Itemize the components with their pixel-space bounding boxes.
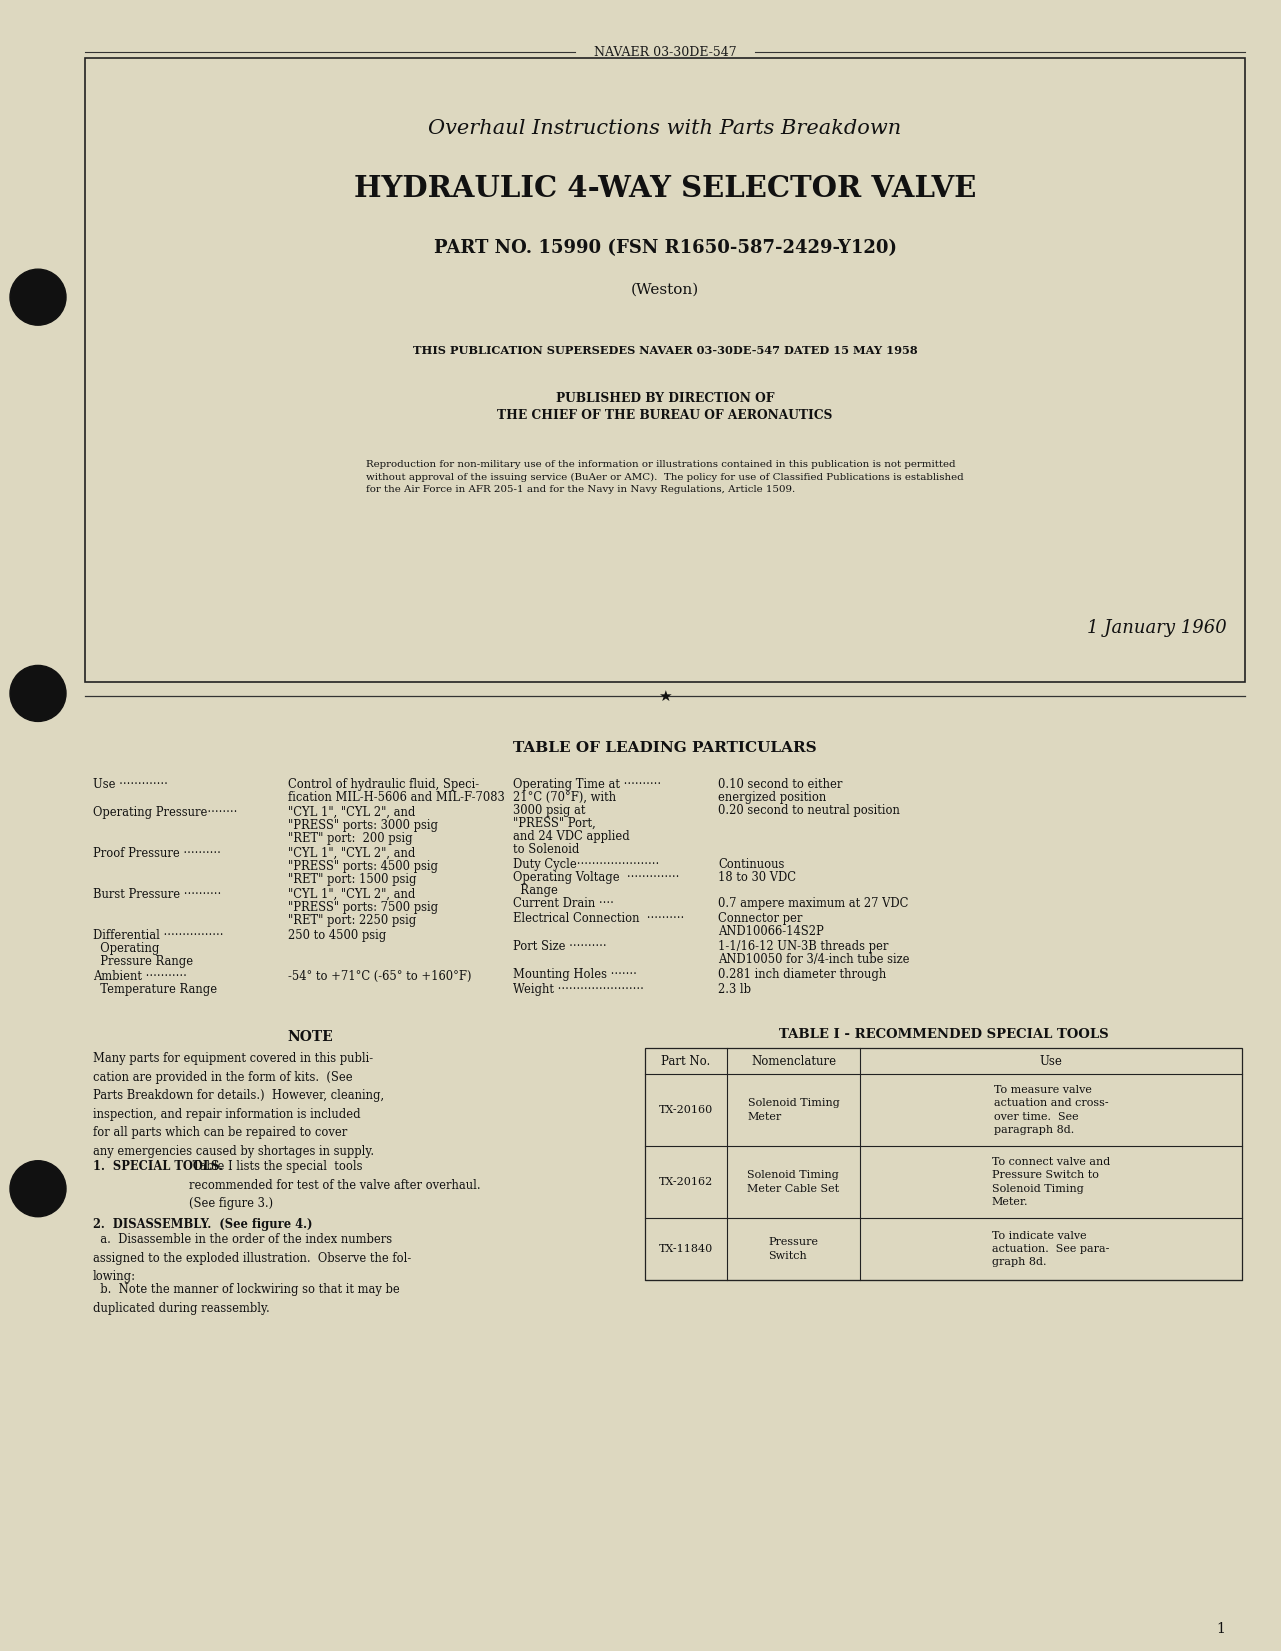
Text: (Weston): (Weston) — [630, 282, 699, 297]
Text: and 24 VDC applied: and 24 VDC applied — [512, 830, 630, 844]
Text: 2.  DISASSEMBLY.  (See figure 4.): 2. DISASSEMBLY. (See figure 4.) — [94, 1218, 313, 1232]
Text: 1: 1 — [1216, 1621, 1225, 1636]
Text: Solenoid Timing
Meter Cable Set: Solenoid Timing Meter Cable Set — [747, 1171, 839, 1194]
Text: 0.7 ampere maximum at 27 VDC: 0.7 ampere maximum at 27 VDC — [717, 896, 908, 910]
Text: Overhaul Instructions with Parts Breakdown: Overhaul Instructions with Parts Breakdo… — [428, 119, 902, 137]
Text: Temperature Range: Temperature Range — [94, 982, 216, 996]
Text: TABLE I - RECOMMENDED SPECIAL TOOLS: TABLE I - RECOMMENDED SPECIAL TOOLS — [779, 1029, 1108, 1042]
Text: Pressure
Switch: Pressure Switch — [769, 1237, 819, 1261]
Text: 21°C (70°F), with: 21°C (70°F), with — [512, 791, 616, 804]
Text: 250 to 4500 psig: 250 to 4500 psig — [288, 930, 387, 943]
Text: AND10050 for 3/4-inch tube size: AND10050 for 3/4-inch tube size — [717, 953, 910, 966]
Text: THIS PUBLICATION SUPERSEDES NAVAER 03-30DE-547 DATED 15 MAY 1958: THIS PUBLICATION SUPERSEDES NAVAER 03-30… — [412, 345, 917, 355]
Text: To connect valve and
Pressure Switch to
Solenoid Timing
Meter.: To connect valve and Pressure Switch to … — [991, 1157, 1111, 1207]
Text: Continuous: Continuous — [717, 859, 784, 872]
Text: Mounting Holes ·······: Mounting Holes ······· — [512, 967, 637, 981]
Text: TX-20160: TX-20160 — [658, 1105, 714, 1114]
Text: AND10066-14S2P: AND10066-14S2P — [717, 925, 824, 938]
Text: to Solenoid: to Solenoid — [512, 844, 579, 855]
Text: TX-20162: TX-20162 — [658, 1177, 714, 1187]
Text: 1.  SPECIAL TOOLS.: 1. SPECIAL TOOLS. — [94, 1161, 223, 1172]
Text: Operating Time at ··········: Operating Time at ·········· — [512, 778, 661, 791]
Text: To indicate valve
actuation.  See para-
graph 8d.: To indicate valve actuation. See para- g… — [993, 1230, 1109, 1268]
Text: NAVAER 03-30DE-547: NAVAER 03-30DE-547 — [593, 46, 737, 58]
Text: a.  Disassemble in the order of the index numbers
assigned to the exploded illus: a. Disassemble in the order of the index… — [94, 1233, 411, 1283]
Text: Operating Pressure········: Operating Pressure········ — [94, 806, 237, 819]
Text: Proof Pressure ··········: Proof Pressure ·········· — [94, 847, 220, 860]
Text: 1-1/16-12 UN-3B threads per: 1-1/16-12 UN-3B threads per — [717, 939, 889, 953]
Text: 0.10 second to either: 0.10 second to either — [717, 778, 843, 791]
Text: "PRESS" ports: 3000 psig: "PRESS" ports: 3000 psig — [288, 819, 438, 832]
Text: Connector per: Connector per — [717, 911, 802, 925]
Text: THE CHIEF OF THE BUREAU OF AERONAUTICS: THE CHIEF OF THE BUREAU OF AERONAUTICS — [497, 408, 833, 421]
Text: "PRESS" ports: 4500 psig: "PRESS" ports: 4500 psig — [288, 860, 438, 873]
Text: Table I lists the special  tools
recommended for test of the valve after overhau: Table I lists the special tools recommen… — [190, 1161, 480, 1210]
Text: "PRESS" ports: 7500 psig: "PRESS" ports: 7500 psig — [288, 901, 438, 915]
Text: "RET" port: 2250 psig: "RET" port: 2250 psig — [288, 915, 416, 926]
Circle shape — [10, 665, 67, 721]
Text: "CYL 1", "CYL 2", and: "CYL 1", "CYL 2", and — [288, 888, 415, 901]
Text: "RET" port:  200 psig: "RET" port: 200 psig — [288, 832, 412, 845]
Text: 18 to 30 VDC: 18 to 30 VDC — [717, 872, 796, 883]
Text: Use: Use — [1040, 1055, 1062, 1068]
Text: TX-11840: TX-11840 — [658, 1243, 714, 1255]
Text: Operating Voltage  ··············: Operating Voltage ·············· — [512, 872, 679, 883]
Text: "CYL 1", "CYL 2", and: "CYL 1", "CYL 2", and — [288, 847, 415, 860]
Text: Control of hydraulic fluid, Speci-: Control of hydraulic fluid, Speci- — [288, 778, 479, 791]
Text: Nomenclature: Nomenclature — [751, 1055, 836, 1068]
Text: Electrical Connection  ··········: Electrical Connection ·········· — [512, 911, 684, 925]
Text: ★: ★ — [658, 688, 671, 703]
Bar — [85, 58, 1245, 682]
Text: 1 January 1960: 1 January 1960 — [1088, 619, 1227, 637]
Circle shape — [10, 269, 67, 325]
Text: Operating: Operating — [94, 943, 159, 954]
Text: PART NO. 15990 (FSN R1650-587-2429-Y120): PART NO. 15990 (FSN R1650-587-2429-Y120) — [433, 239, 897, 258]
Text: Reproduction for non-military use of the information or illustrations contained : Reproduction for non-military use of the… — [366, 461, 963, 494]
Bar — [646, 1048, 1243, 1280]
Text: -54° to +71°C (-65° to +160°F): -54° to +71°C (-65° to +160°F) — [288, 971, 471, 982]
Text: Use ·············: Use ············· — [94, 778, 168, 791]
Text: "RET" port: 1500 psig: "RET" port: 1500 psig — [288, 873, 416, 887]
Text: Burst Pressure ··········: Burst Pressure ·········· — [94, 888, 222, 901]
Text: 0.20 second to neutral position: 0.20 second to neutral position — [717, 804, 899, 817]
Text: b.  Note the manner of lockwiring so that it may be
duplicated during reassembly: b. Note the manner of lockwiring so that… — [94, 1283, 400, 1314]
Text: 2.3 lb: 2.3 lb — [717, 982, 751, 996]
Text: Solenoid Timing
Meter: Solenoid Timing Meter — [748, 1098, 839, 1121]
Text: Ambient ···········: Ambient ··········· — [94, 971, 187, 982]
Text: "CYL 1", "CYL 2", and: "CYL 1", "CYL 2", and — [288, 806, 415, 819]
Text: Port Size ··········: Port Size ·········· — [512, 939, 607, 953]
Text: NOTE: NOTE — [287, 1030, 333, 1043]
Text: HYDRAULIC 4-WAY SELECTOR VALVE: HYDRAULIC 4-WAY SELECTOR VALVE — [354, 173, 976, 203]
Text: Weight ·······················: Weight ······················· — [512, 982, 644, 996]
Text: TABLE OF LEADING PARTICULARS: TABLE OF LEADING PARTICULARS — [514, 741, 817, 755]
Text: fication MIL-H-5606 and MIL-F-7083: fication MIL-H-5606 and MIL-F-7083 — [288, 791, 505, 804]
Text: Many parts for equipment covered in this publi-
cation are provided in the form : Many parts for equipment covered in this… — [94, 1052, 384, 1157]
Text: Duty Cycle······················: Duty Cycle······················ — [512, 859, 660, 872]
Text: Range: Range — [512, 883, 557, 896]
Text: Differential ················: Differential ················ — [94, 930, 223, 943]
Text: Pressure Range: Pressure Range — [94, 954, 193, 967]
Text: Current Drain ····: Current Drain ···· — [512, 896, 614, 910]
Text: "PRESS" Port,: "PRESS" Port, — [512, 817, 596, 830]
Text: energized position: energized position — [717, 791, 826, 804]
Circle shape — [10, 1161, 67, 1217]
Text: 0.281 inch diameter through: 0.281 inch diameter through — [717, 967, 886, 981]
Text: To measure valve
actuation and cross-
over time.  See
paragraph 8d.: To measure valve actuation and cross- ov… — [994, 1085, 1108, 1134]
Text: Part No.: Part No. — [661, 1055, 711, 1068]
Text: PUBLISHED BY DIRECTION OF: PUBLISHED BY DIRECTION OF — [556, 391, 774, 404]
Text: 3000 psig at: 3000 psig at — [512, 804, 585, 817]
